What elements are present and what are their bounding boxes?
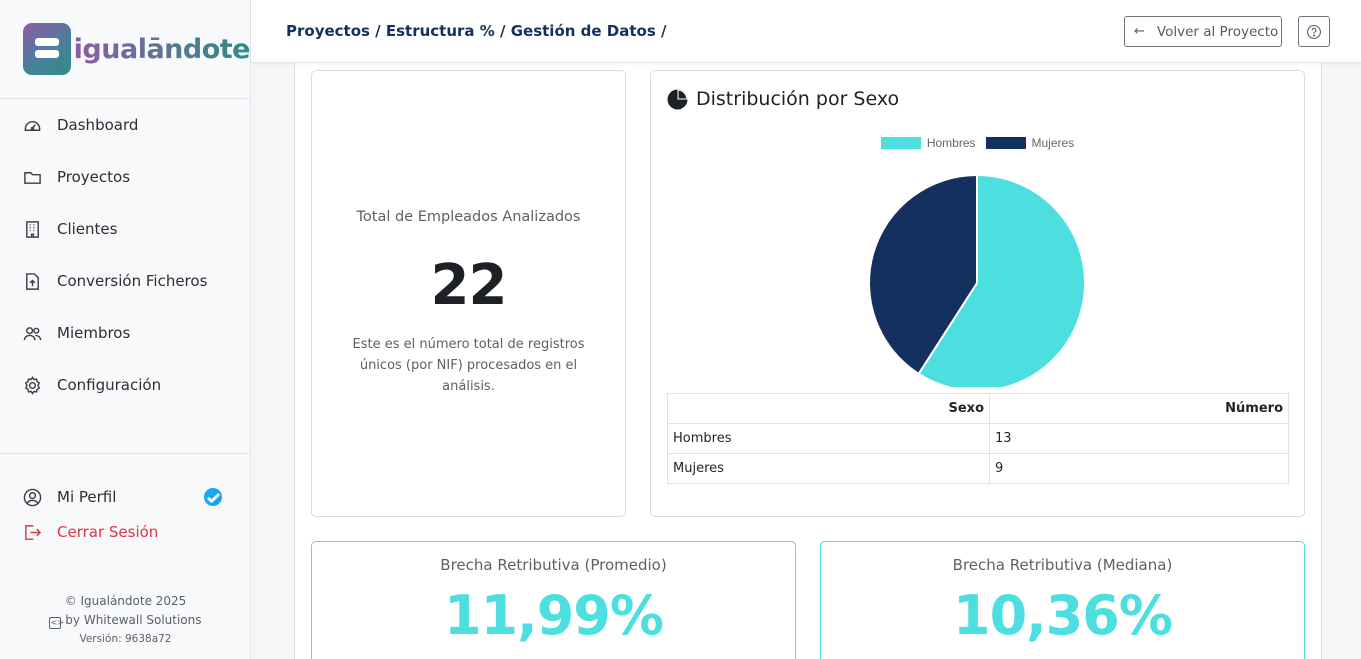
table-cell: Mujeres — [667, 453, 990, 484]
logout-button[interactable]: Cerrar Sesión — [0, 506, 250, 558]
total-employees-value: 22 — [430, 253, 508, 318]
sidebar-item-label: Mi Perfil — [57, 488, 117, 506]
pay-gap-mean-card: Brecha Retributiva (Promedio) 11,99% — [311, 541, 796, 659]
total-employees-title: Total de Empleados Analizados — [356, 209, 581, 225]
sidebar-item-label: Proyectos — [57, 168, 131, 186]
table-cell: Hombres — [667, 423, 990, 454]
sidebar-item-label: Miembros — [57, 324, 131, 342]
sidebar-item-label: Dashboard — [57, 116, 139, 134]
logout-label: Cerrar Sesión — [57, 523, 159, 541]
pay-gap-median-card: Brecha Retributiva (Mediana) 10,36% — [820, 541, 1305, 659]
gear-icon — [24, 375, 41, 395]
sidebar-item-mi-perfil[interactable]: Mi Perfil — [0, 471, 250, 523]
verified-badge-icon — [204, 488, 222, 506]
pay-gap-mean-value: 11,99% — [444, 584, 664, 647]
sex-distribution-card: Distribución por Sexo Hombres Mujeres Se… — [650, 70, 1305, 517]
sidebar: igualāndote Dashboard Proyectos Clientes… — [0, 0, 251, 659]
dashboard-icon — [24, 120, 41, 131]
legend-swatch-mujeres — [985, 137, 1026, 149]
sidebar-item-miembros[interactable]: Miembros — [0, 307, 250, 359]
building-icon — [26, 220, 39, 238]
legend-item-mujeres[interactable]: Mujeres — [985, 136, 1075, 150]
file-upload-icon — [26, 272, 39, 290]
logout-icon — [25, 524, 42, 540]
sex-distribution-table: Sexo Número Hombres 13 Mujeres 9 — [667, 393, 1289, 484]
column-header-sexo: Sexo — [667, 393, 990, 424]
pay-gap-median-label: Brecha Retributiva (Mediana) — [952, 556, 1173, 574]
table-cell: 9 — [989, 453, 1289, 484]
total-employees-description: Este es el número total de registros úni… — [352, 337, 585, 394]
legend-swatch-hombres — [880, 137, 921, 149]
sex-distribution-header: Distribución por Sexo — [667, 88, 899, 110]
total-employees-card: Total de Empleados Analizados 22 Este es… — [311, 70, 626, 517]
credits-text: by Whitewall Solutions — [65, 613, 202, 627]
brand-logo[interactable]: igualāndote — [0, 0, 251, 99]
help-button[interactable] — [1298, 16, 1330, 47]
sidebar-item-configuracion[interactable]: Configuración — [0, 359, 250, 411]
pay-gap-mean-label: Brecha Retributiva (Promedio) — [440, 556, 667, 574]
top-header: Proyectos / Estructura % / Gestión de Da… — [251, 0, 1361, 63]
pay-gap-median-value: 10,36% — [953, 584, 1173, 647]
legend-label-hombres: Hombres — [926, 136, 976, 150]
legend-label-mujeres: Mujeres — [1031, 136, 1075, 150]
user-circle-icon — [23, 488, 42, 506]
logo-mark-icon — [23, 23, 71, 75]
arrow-left-icon: ← — [1134, 24, 1145, 39]
code-icon: <> — [49, 617, 64, 629]
folder-icon — [24, 171, 41, 184]
pie-slice-mujeres[interactable] — [868, 173, 978, 376]
sidebar-footer: © Igualándote 2025 <> by Whitewall Solut… — [0, 592, 251, 649]
brand-name: igualāndote — [73, 33, 251, 65]
sidebar-nav: Dashboard Proyectos Clientes Conversión … — [0, 99, 250, 411]
back-to-project-label: Volver al Proyecto — [1156, 23, 1279, 40]
sidebar-item-label: Configuración — [57, 376, 162, 394]
table-header-row: Sexo Número — [667, 393, 1289, 424]
version-text: Versión: 9638a72 — [79, 633, 172, 645]
help-circle-icon — [1307, 24, 1321, 39]
sidebar-item-label: Clientes — [57, 220, 118, 238]
credits: <> by Whitewall Solutions — [0, 611, 251, 630]
pie-svg — [868, 173, 1086, 387]
sidebar-bottom: Mi Perfil Cerrar Sesión — [0, 453, 250, 558]
sidebar-item-label: Conversión Ficheros — [57, 272, 208, 290]
sidebar-item-conversion-ficheros[interactable]: Conversión Ficheros — [0, 255, 250, 307]
table-row: Hombres 13 — [667, 423, 1289, 454]
sidebar-item-proyectos[interactable]: Proyectos — [0, 151, 250, 203]
chart-legend: Hombres Mujeres — [651, 136, 1304, 150]
legend-item-hombres[interactable]: Hombres — [880, 136, 976, 150]
sidebar-item-clientes[interactable]: Clientes — [0, 203, 250, 255]
sex-pie-chart: Hombres Mujeres — [651, 127, 1304, 387]
column-header-numero: Número — [989, 393, 1289, 424]
back-to-project-button[interactable]: ← Volver al Proyecto — [1124, 16, 1282, 47]
pie-slice-hombres[interactable] — [917, 173, 1086, 387]
copyright-text: © Igualándote 2025 — [64, 594, 187, 608]
table-cell: 13 — [989, 423, 1289, 454]
sidebar-item-dashboard[interactable]: Dashboard — [0, 99, 250, 151]
pie-chart-icon — [667, 89, 688, 109]
sex-distribution-title: Distribución por Sexo — [696, 88, 900, 110]
table-row: Mujeres 9 — [667, 453, 1289, 484]
people-icon — [23, 326, 42, 340]
breadcrumb[interactable]: Proyectos / Estructura % / Gestión de Da… — [286, 22, 667, 40]
